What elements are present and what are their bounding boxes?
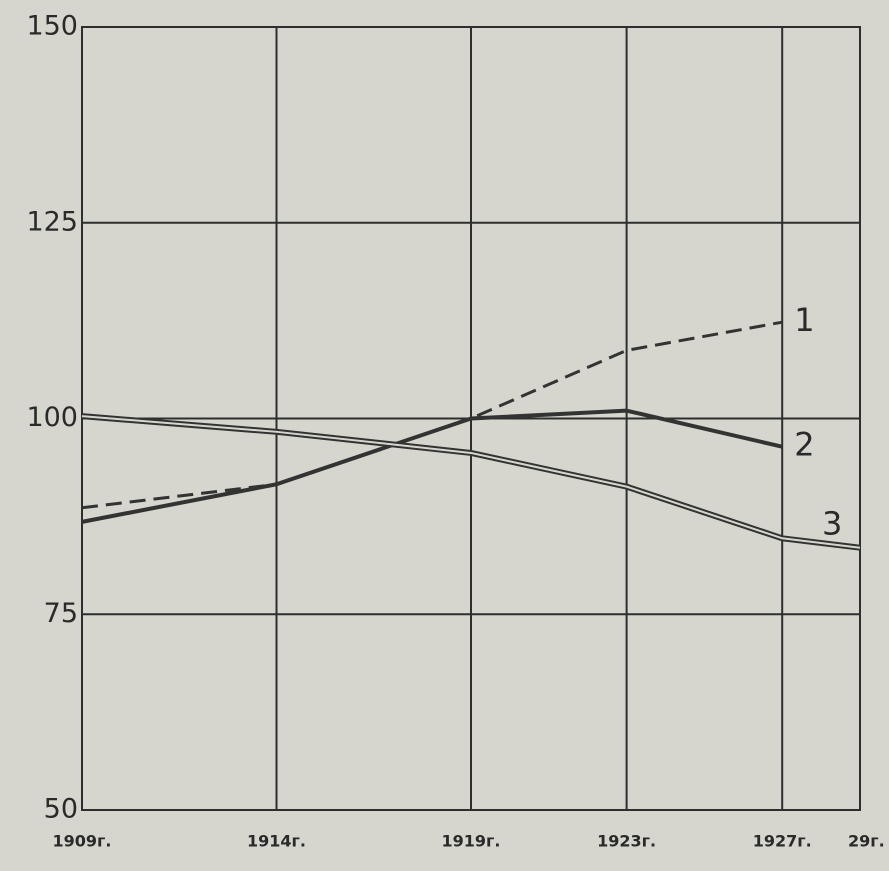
series-label: 2 — [794, 426, 814, 464]
series-line — [81, 408, 783, 524]
y-tick-label: 100 — [26, 402, 78, 433]
x-tick-label: 1914г. — [247, 832, 306, 851]
series-line-inner — [81, 415, 861, 549]
x-tick-label: 1909г. — [53, 832, 112, 851]
y-tick-label: 125 — [26, 206, 78, 237]
y-tick-label: 150 — [26, 11, 78, 42]
y-tick-label: 50 — [44, 794, 78, 825]
x-tick-label: 29г. — [848, 832, 885, 851]
series-label: 1 — [794, 301, 814, 339]
y-tick-label: 75 — [44, 598, 78, 629]
x-tick-label: 1919г. — [442, 832, 501, 851]
series-line — [81, 320, 783, 510]
x-tick-label: 1923г. — [597, 832, 656, 851]
series-label: 3 — [822, 505, 842, 543]
x-tick-label: 1927г. — [753, 832, 812, 851]
